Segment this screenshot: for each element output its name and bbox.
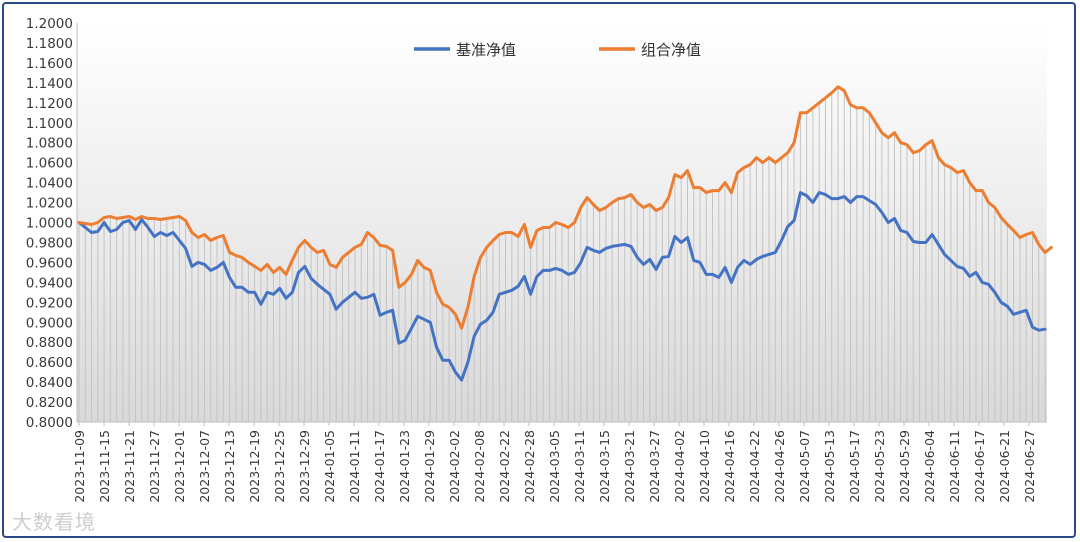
x-tick-label: 2024-06-27: [1022, 430, 1037, 503]
y-tick-label: 1.1400: [26, 76, 73, 92]
x-tick-label: 2024-04-10: [697, 430, 712, 503]
x-tick-label: 2024-01-17: [372, 430, 387, 503]
y-tick-label: 1.1800: [26, 36, 73, 52]
x-tick-label: 2024-02-28: [522, 430, 537, 503]
x-tick-label: 2024-03-15: [597, 430, 612, 503]
x-tick-label: 2024-02-02: [447, 430, 462, 503]
x-tick-label: 2024-06-21: [997, 430, 1012, 503]
y-tick-label: 0.8400: [26, 375, 73, 391]
x-tick-label: 2024-03-11: [572, 430, 587, 503]
y-tick-label: 0.8200: [26, 395, 73, 411]
x-tick-label: 2023-12-25: [272, 430, 287, 503]
watermark-text: 大数看境: [12, 510, 96, 534]
y-tick-label: 0.9600: [26, 255, 73, 271]
y-tick-label: 1.0400: [26, 176, 73, 192]
x-tick-label: 2024-04-22: [747, 430, 762, 503]
legend-label-1: 基准净值: [456, 41, 516, 59]
x-tick-label: 2024-03-05: [547, 430, 562, 503]
x-tick-label: 2023-11-21: [122, 430, 137, 503]
x-tick-label: 2023-12-19: [247, 430, 262, 503]
hatch-group: [78, 86, 1046, 422]
x-tick-label: 2024-06-04: [922, 430, 937, 503]
x-tick-label: 2024-05-23: [872, 430, 887, 503]
x-tick-label: 2024-03-21: [622, 430, 637, 503]
x-tick-label: 2024-05-13: [822, 430, 837, 503]
y-tick-label: 1.0800: [26, 136, 73, 152]
y-tick-label: 0.9800: [26, 235, 73, 251]
y-tick-label: 1.0600: [26, 156, 73, 172]
legend-label-2: 组合净值: [641, 41, 701, 59]
x-tick-label: 2024-04-26: [772, 430, 787, 503]
line-chart: 1.2000 1.1800 1.1600 1.1400 1.1200 1.1000 1.08…: [26, 16, 1053, 503]
y-tick-label: 0.9400: [26, 275, 73, 291]
x-tick-label: 2024-05-07: [797, 430, 812, 503]
x-tick-label: 2023-12-29: [297, 430, 312, 503]
x-tick-label: 2023-11-15: [97, 430, 112, 503]
x-tick-label: 2024-01-05: [322, 430, 337, 503]
x-tick-label: 2024-01-29: [422, 430, 437, 503]
x-tick-label: 2023-12-01: [172, 430, 187, 503]
x-tick-label: 2024-02-22: [497, 430, 512, 503]
y-tick-label: 1.0200: [26, 196, 73, 212]
y-tick-label: 0.8000: [26, 415, 73, 431]
y-tick-label: 1.1200: [26, 96, 73, 112]
y-tick-label: 1.0000: [26, 216, 73, 232]
y-tick-label: 1.1600: [26, 56, 73, 72]
x-tick-label: 2023-11-27: [147, 430, 162, 503]
y-tick-label: 0.8800: [26, 335, 73, 351]
x-tick-label: 2024-02-08: [472, 430, 487, 503]
series-line-2: [77, 85, 1053, 330]
x-tick-label: 2024-04-02: [672, 430, 687, 503]
x-tick-label: 2024-05-17: [847, 430, 862, 503]
x-tick-label: 2024-04-16: [722, 430, 737, 503]
x-tick-label: 2024-06-11: [947, 430, 962, 503]
y-tick-label: 0.8600: [26, 355, 73, 371]
x-tick-label: 2024-01-23: [397, 430, 412, 503]
y-tick-label: 0.9000: [26, 315, 73, 331]
x-tick-label: 2024-06-17: [972, 430, 987, 503]
x-tick-label: 2024-03-27: [647, 430, 662, 503]
x-tick-label: 2023-11-09: [72, 430, 87, 503]
x-tick-label: 2023-12-07: [197, 430, 212, 503]
x-tick-label: 2024-01-11: [347, 430, 362, 503]
y-tick-label: 1.1000: [26, 116, 73, 132]
x-tick-label: 2023-12-13: [222, 430, 237, 503]
y-tick-label: 0.9200: [26, 295, 73, 311]
y-tick-label: 1.2000: [26, 16, 73, 32]
x-tick-label: 2024-05-29: [897, 430, 912, 503]
series-line-1: [77, 191, 1047, 382]
